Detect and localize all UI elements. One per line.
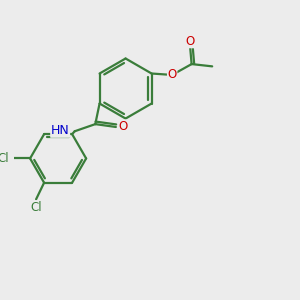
Text: Cl: Cl <box>30 201 42 214</box>
Text: O: O <box>167 68 177 81</box>
Text: O: O <box>186 35 195 48</box>
Text: O: O <box>118 120 127 133</box>
Text: Cl: Cl <box>0 152 9 165</box>
Text: HN: HN <box>51 124 70 137</box>
